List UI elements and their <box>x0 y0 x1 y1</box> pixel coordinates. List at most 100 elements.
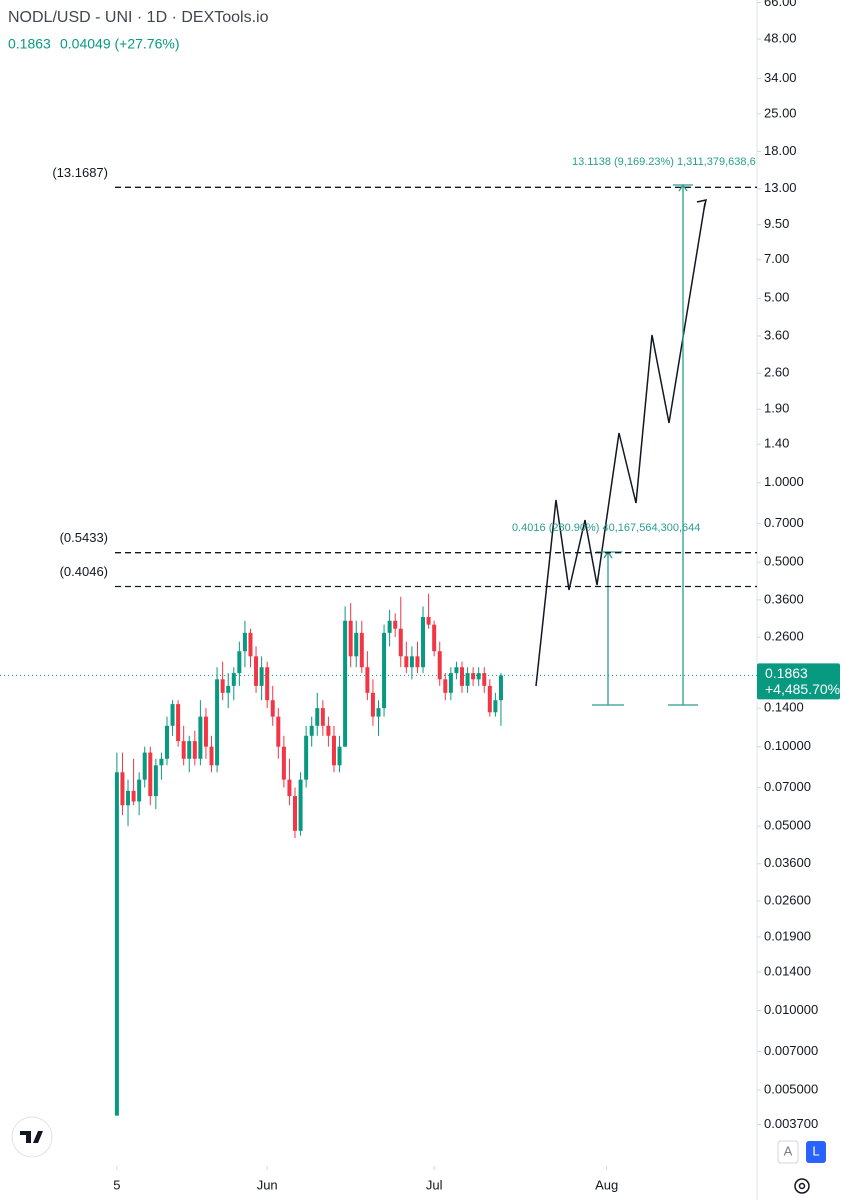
y-tick-label: 0.003700 <box>764 1116 818 1131</box>
y-tick-label: 0.02600 <box>764 893 811 908</box>
candle-body <box>476 673 481 680</box>
scale-button[interactable]: A <box>784 1143 793 1158</box>
y-tick-label: 13.00 <box>764 180 797 195</box>
y-tick-label: 0.5000 <box>764 554 804 569</box>
price-tag-change: +4,485.70% <box>765 681 840 697</box>
candle-body <box>437 651 442 680</box>
level-label: (0.5433) <box>60 530 108 545</box>
y-tick-label: 66.00 <box>764 0 797 9</box>
price-tag <box>757 663 840 700</box>
candle-body <box>398 628 403 657</box>
candle-body <box>387 620 392 633</box>
price-tag-value: 0.1863 <box>765 665 808 681</box>
candle-body <box>376 708 381 717</box>
chart-title: NODL/USD - UNI · 1D · DEXTools.io <box>8 9 269 26</box>
measure-label: 13.1138 (9,169.23%) 1,311,379,638,6 <box>572 156 756 168</box>
change: 0.04049 (+27.76%) <box>60 36 179 52</box>
candle-body <box>359 632 364 668</box>
candle-body <box>164 725 169 759</box>
scale-button[interactable]: L <box>812 1143 819 1158</box>
candle-body <box>159 758 164 766</box>
candle-body <box>471 673 476 680</box>
x-tick-label: Jul <box>426 1177 443 1192</box>
candle-body <box>454 667 459 674</box>
candle-body <box>203 716 208 747</box>
candle-body <box>153 765 158 797</box>
x-tick-label: Aug <box>595 1177 618 1192</box>
projection-arrow <box>696 199 707 210</box>
candle-body <box>409 656 414 668</box>
candle-body <box>192 741 197 759</box>
measure-tool <box>592 183 698 706</box>
candle-body <box>137 779 142 802</box>
y-tick-label: 3.60 <box>764 327 789 342</box>
y-tick-label: 0.005000 <box>764 1081 818 1096</box>
candle-body <box>142 752 147 780</box>
candle-body <box>498 675 503 701</box>
y-tick-label: 0.007000 <box>764 1043 818 1058</box>
y-tick-label: 0.07000 <box>764 779 811 794</box>
candle-body <box>365 667 370 693</box>
candle-body <box>287 779 292 797</box>
y-tick-label: 9.50 <box>764 216 789 231</box>
candle-body <box>176 704 181 742</box>
candle-body <box>281 746 286 780</box>
candle-body <box>237 651 242 674</box>
y-tick-label: 1.0000 <box>764 474 804 489</box>
candle-body <box>187 741 192 759</box>
scale-buttons[interactable] <box>777 1140 826 1164</box>
candle-body <box>443 679 448 693</box>
candle-body <box>254 656 259 686</box>
candle-body <box>259 667 264 686</box>
candle-body <box>293 796 298 831</box>
y-tick-label: 0.010000 <box>764 1002 818 1017</box>
y-tick-label: 7.00 <box>764 251 789 266</box>
y-tick-label: 5.00 <box>764 290 789 305</box>
candle-body <box>348 620 353 657</box>
y-tick-label: 0.1400 <box>764 700 804 715</box>
y-tick-label: 34.00 <box>764 70 797 85</box>
candle-body <box>242 632 247 652</box>
candle-body <box>298 779 303 831</box>
candle-body <box>248 632 253 657</box>
candle-body <box>220 679 225 693</box>
y-tick-label: 0.01400 <box>764 963 811 978</box>
candle-body <box>432 624 437 652</box>
candle-body <box>270 700 275 717</box>
tv-logo[interactable] <box>11 1116 53 1158</box>
y-tick-label: 0.05000 <box>764 818 811 833</box>
projection-path <box>535 202 706 687</box>
candle-body <box>482 673 487 686</box>
candle-body <box>215 679 220 766</box>
x-tick-label: 5 <box>113 1177 120 1192</box>
y-tick-label: 0.10000 <box>764 738 811 753</box>
candle-body <box>487 685 492 713</box>
candle-body <box>426 617 431 625</box>
candle-body <box>120 772 125 806</box>
candle-body <box>126 790 131 806</box>
x-tick-label: Jun <box>257 1177 278 1192</box>
settings-icon[interactable] <box>794 1178 810 1194</box>
candle-body <box>209 746 214 766</box>
candle-body <box>170 704 175 726</box>
candle-body <box>337 746 342 766</box>
y-tick-label: 18.00 <box>764 143 797 158</box>
candle-body <box>343 620 348 747</box>
candle-body <box>276 716 281 747</box>
candle-body <box>382 632 387 709</box>
candle-body <box>131 790 136 802</box>
y-tick-label: 0.03600 <box>764 855 811 870</box>
candle-body <box>404 656 409 668</box>
candle-body <box>415 656 420 668</box>
candle-body <box>326 725 331 736</box>
candle-body <box>493 700 498 713</box>
candle-body <box>448 673 453 693</box>
candle-body <box>465 673 470 686</box>
level-label: (0.4046) <box>60 564 108 579</box>
y-tick-label: 25.00 <box>764 105 797 120</box>
candle-body <box>181 741 186 759</box>
candle-body <box>114 772 119 1116</box>
level-label: (13.1687) <box>52 165 108 180</box>
y-tick-label: 0.2600 <box>764 629 804 644</box>
